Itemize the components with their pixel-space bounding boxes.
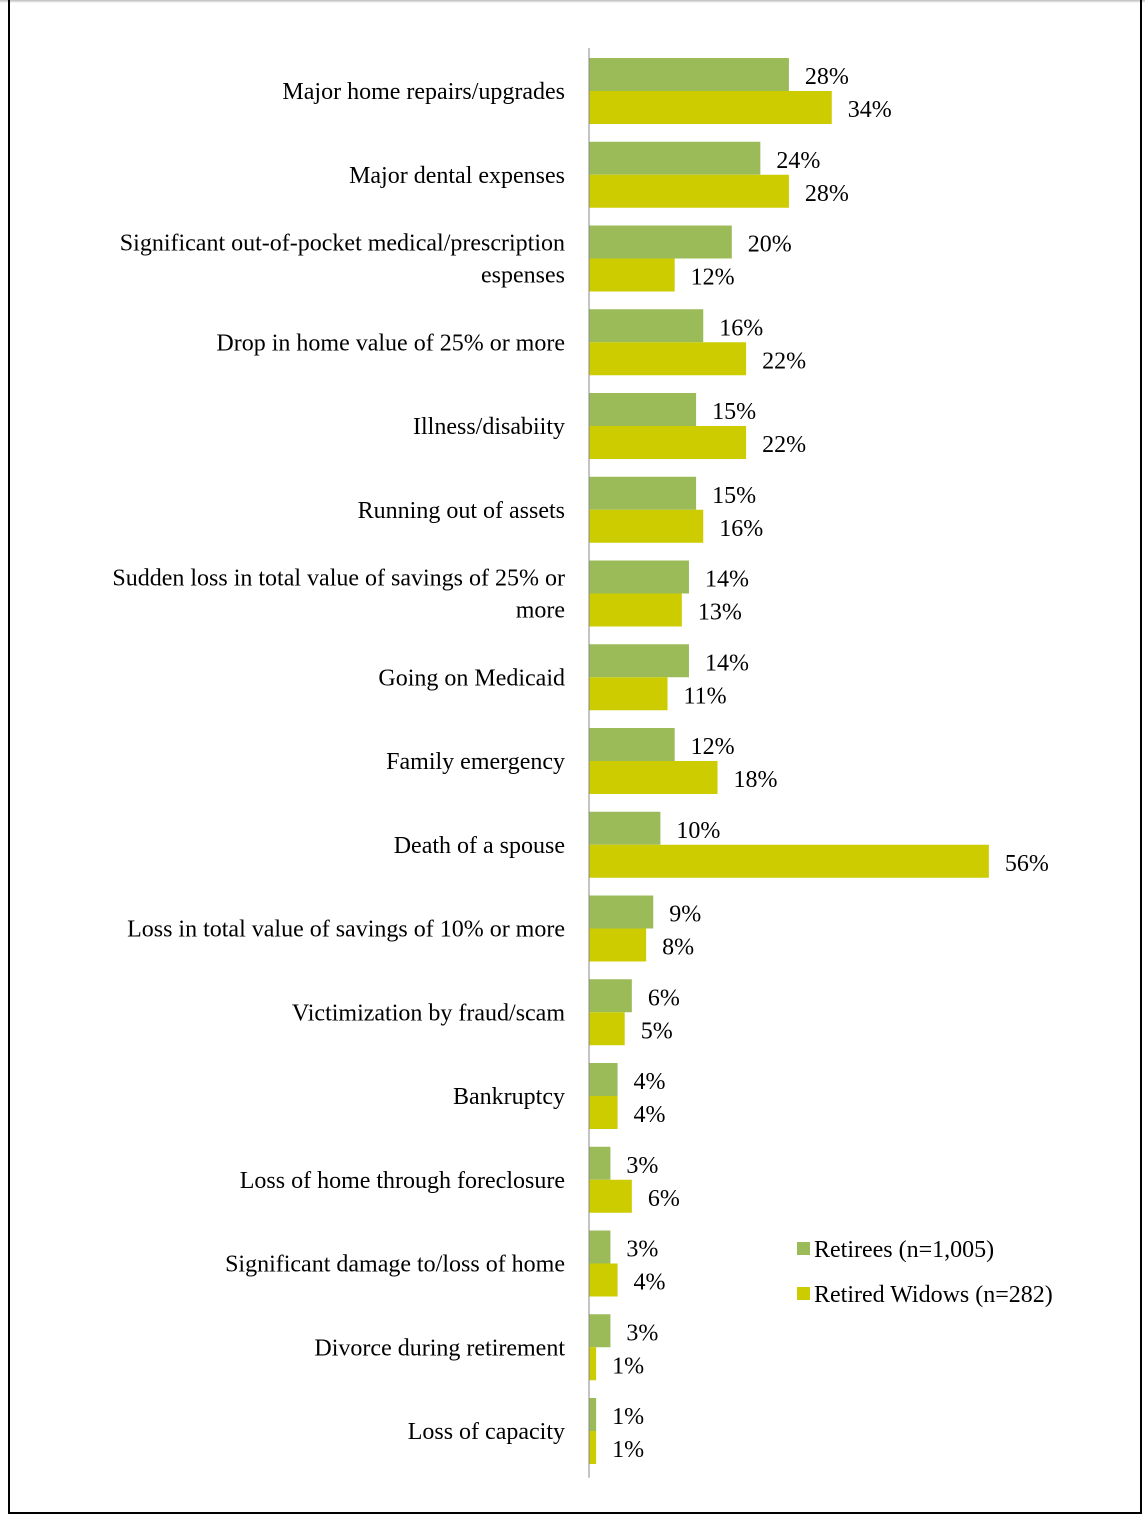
retirees-value-label-7: 14%: [705, 650, 749, 676]
widows-value-label-15: 1%: [612, 1353, 644, 1379]
retirees-legend-swatch: [797, 1242, 810, 1255]
retirees-bar-6: [589, 560, 689, 594]
widows-bar-3: [589, 342, 747, 376]
retirees-bar-11: [589, 979, 632, 1013]
retirees-bar-0: [589, 58, 789, 91]
widows-bar-8: [589, 761, 718, 794]
labels-layer: Major home repairs/upgrades 28% 34% Major d…: [112, 64, 1048, 1463]
retirees-value-label-10: 9%: [669, 902, 701, 928]
widows-legend-label: Retired Widows (n=282): [814, 1282, 1053, 1308]
widows-value-label-6: 13%: [698, 600, 742, 626]
category-15-label: Divorce during retirement: [314, 1335, 565, 1361]
retirees-value-label-11: 6%: [648, 985, 680, 1011]
legend: Retirees (n=1,005) Retired Widows (n=282): [797, 1237, 1053, 1308]
widows-value-label-5: 16%: [719, 516, 763, 542]
retirees-value-label-9: 10%: [676, 818, 720, 844]
retirees-bar-9: [589, 811, 661, 845]
widows-legend-swatch: [797, 1287, 810, 1300]
retirees-value-label-5: 15%: [712, 483, 756, 509]
category-6-label: Sudden loss in total value of savings of…: [112, 566, 565, 624]
widows-value-label-1: 28%: [805, 181, 849, 207]
category-5-label: Running out of assets: [358, 498, 565, 524]
widows-value-label-0: 34%: [848, 97, 892, 123]
bars-layer: [589, 58, 989, 1464]
category-14-label: Significant damage to/loss of home: [225, 1252, 565, 1278]
retirees-bar-3: [589, 309, 704, 343]
retirees-bar-1: [589, 141, 761, 175]
category-9-label: Death of a spouse: [394, 833, 565, 859]
retirees-value-label-1: 24%: [776, 148, 820, 174]
retirees-bar-14: [589, 1230, 611, 1264]
chart-frame: [8, 0, 1142, 1514]
widows-value-label-10: 8%: [662, 935, 694, 961]
retirees-bar-12: [589, 1063, 618, 1096]
retirees-bar-15: [589, 1314, 611, 1348]
widows-bar-12: [589, 1096, 618, 1129]
widows-value-label-12: 4%: [634, 1102, 666, 1128]
category-16-label: Loss of capacity: [408, 1419, 565, 1445]
retirees-bar-16: [589, 1398, 597, 1431]
category-7-label: Going on Medicaid: [378, 665, 565, 691]
retirees-value-label-16: 1%: [612, 1404, 644, 1430]
widows-bar-16: [589, 1431, 597, 1464]
retirees-bar-10: [589, 895, 654, 929]
retirees-bar-7: [589, 644, 689, 678]
category-8-label: Family emergency: [386, 749, 565, 775]
widows-value-label-11: 5%: [641, 1018, 673, 1044]
widows-value-label-7: 11%: [684, 683, 727, 709]
retirees-value-label-15: 3%: [626, 1320, 658, 1346]
widows-value-label-16: 1%: [612, 1437, 644, 1463]
widows-value-label-9: 56%: [1005, 851, 1049, 877]
widows-bar-0: [589, 91, 832, 124]
widows-value-label-8: 18%: [734, 767, 778, 793]
retirees-value-label-4: 15%: [712, 399, 756, 425]
widows-bar-13: [589, 1179, 632, 1213]
widows-bar-15: [589, 1347, 597, 1381]
widows-bar-4: [589, 426, 747, 459]
category-4-label: Illness/disabiity: [413, 414, 565, 440]
widows-bar-2: [589, 258, 675, 292]
widows-value-label-2: 12%: [691, 265, 735, 291]
widows-value-label-4: 22%: [762, 432, 806, 458]
widows-bar-11: [589, 1012, 625, 1046]
retirees-value-label-0: 28%: [805, 64, 849, 90]
retirees-bar-8: [589, 728, 675, 761]
widows-value-label-14: 4%: [634, 1270, 666, 1296]
widows-bar-6: [589, 593, 682, 627]
category-0-label: Major home repairs/upgrades: [282, 79, 565, 105]
retirees-value-label-6: 14%: [705, 567, 749, 593]
category-12-label: Bankruptcy: [453, 1084, 565, 1110]
widows-bar-7: [589, 677, 668, 711]
category-3-label: Drop in home value of 25% or more: [216, 330, 565, 356]
category-13-label: Loss of home through foreclosure: [240, 1168, 565, 1194]
widows-bar-9: [589, 844, 989, 878]
retirees-value-label-12: 4%: [634, 1069, 666, 1095]
retirees-legend-label: Retirees (n=1,005): [814, 1237, 994, 1263]
retirees-value-label-14: 3%: [626, 1237, 658, 1263]
category-1-label: Major dental expenses: [349, 163, 565, 189]
retirees-bar-2: [589, 225, 732, 259]
widows-bar-5: [589, 509, 704, 543]
widows-bar-14: [589, 1263, 618, 1297]
cropped-top-caption: [0, 0, 1145, 3]
widows-bar-10: [589, 928, 647, 962]
widows-value-label-13: 6%: [648, 1186, 680, 1212]
retirees-bar-4: [589, 393, 697, 426]
retirees-value-label-3: 16%: [719, 315, 763, 341]
retirees-value-label-8: 12%: [691, 734, 735, 760]
category-11-label: Victimization by fraud/scam: [292, 1000, 565, 1026]
widows-bar-1: [589, 174, 789, 208]
retirees-bar-5: [589, 476, 697, 510]
retirees-bar-13: [589, 1146, 611, 1180]
category-2-label: Significant out-of-pocket medical/prescr…: [120, 231, 565, 289]
widows-value-label-3: 22%: [762, 348, 806, 374]
category-10-label: Loss in total value of savings of 10% or…: [127, 917, 565, 943]
retirees-value-label-2: 20%: [748, 232, 792, 258]
retirees-value-label-13: 3%: [626, 1153, 658, 1179]
